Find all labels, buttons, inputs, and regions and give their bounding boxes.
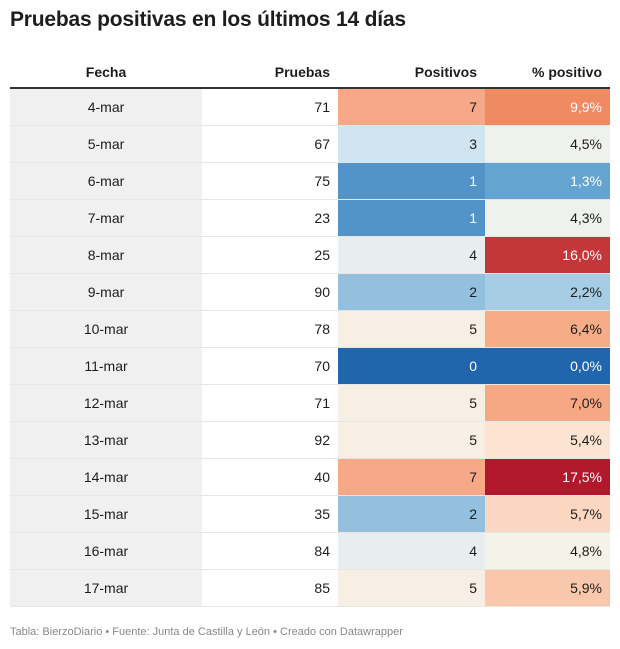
cell-pruebas: 85 bbox=[202, 569, 338, 607]
table-row: 10-mar 78 5 6,4% bbox=[10, 310, 610, 348]
cell-fecha: 16-mar bbox=[10, 532, 202, 570]
cell-fecha: 9-mar bbox=[10, 273, 202, 311]
table-row: 5-mar 67 3 4,5% bbox=[10, 125, 610, 163]
table-row: 7-mar 23 1 4,3% bbox=[10, 199, 610, 237]
table-row: 14-mar 40 7 17,5% bbox=[10, 458, 610, 496]
cell-pruebas: 70 bbox=[202, 347, 338, 385]
cell-pruebas: 67 bbox=[202, 125, 338, 163]
cell-pct-positivo: 5,7% bbox=[485, 495, 610, 533]
cell-pct-positivo: 2,2% bbox=[485, 273, 610, 311]
cell-fecha: 4-mar bbox=[10, 88, 202, 126]
table-row: 9-mar 90 2 2,2% bbox=[10, 273, 610, 311]
cell-pruebas: 71 bbox=[202, 384, 338, 422]
table-body: 4-mar 71 7 9,9% 5-mar 67 3 4,5% 6-mar 75 1 1,3% 7-ma… bbox=[10, 88, 610, 607]
cell-positivos: 4 bbox=[338, 236, 485, 274]
cell-positivos: 0 bbox=[338, 347, 485, 385]
chart-title: Pruebas positivas en los últimos 14 días bbox=[10, 8, 406, 31]
cell-pct-positivo: 4,3% bbox=[485, 199, 610, 237]
column-header-pct-positivo[interactable]: % positivo bbox=[485, 57, 610, 89]
cell-pruebas: 25 bbox=[202, 236, 338, 274]
cell-fecha: 17-mar bbox=[10, 569, 202, 607]
table-row: 8-mar 25 4 16,0% bbox=[10, 236, 610, 274]
column-header-positivos[interactable]: Positivos bbox=[338, 57, 485, 89]
cell-pct-positivo: 1,3% bbox=[485, 162, 610, 200]
column-header-pruebas[interactable]: Pruebas bbox=[202, 57, 338, 89]
table-row: 11-mar 70 0 0,0% bbox=[10, 347, 610, 385]
data-table: Fecha Pruebas Positivos % positivo 4-mar… bbox=[10, 57, 610, 607]
cell-pruebas: 23 bbox=[202, 199, 338, 237]
cell-positivos: 7 bbox=[338, 458, 485, 496]
table-row: 17-mar 85 5 5,9% bbox=[10, 569, 610, 607]
cell-pct-positivo: 4,5% bbox=[485, 125, 610, 163]
cell-fecha: 13-mar bbox=[10, 421, 202, 459]
cell-fecha: 11-mar bbox=[10, 347, 202, 385]
cell-pct-positivo: 7,0% bbox=[485, 384, 610, 422]
cell-pct-positivo: 16,0% bbox=[485, 236, 610, 274]
cell-positivos: 1 bbox=[338, 162, 485, 200]
table-row: 6-mar 75 1 1,3% bbox=[10, 162, 610, 200]
cell-pct-positivo: 5,9% bbox=[485, 569, 610, 607]
cell-fecha: 15-mar bbox=[10, 495, 202, 533]
cell-positivos: 7 bbox=[338, 88, 485, 126]
cell-fecha: 6-mar bbox=[10, 162, 202, 200]
table-row: 13-mar 92 5 5,4% bbox=[10, 421, 610, 459]
cell-pruebas: 84 bbox=[202, 532, 338, 570]
cell-pruebas: 35 bbox=[202, 495, 338, 533]
column-header-fecha[interactable]: Fecha bbox=[10, 57, 202, 89]
cell-pruebas: 92 bbox=[202, 421, 338, 459]
cell-positivos: 4 bbox=[338, 532, 485, 570]
header-row: Fecha Pruebas Positivos % positivo bbox=[10, 57, 610, 89]
cell-pct-positivo: 17,5% bbox=[485, 458, 610, 496]
cell-positivos: 1 bbox=[338, 199, 485, 237]
cell-fecha: 5-mar bbox=[10, 125, 202, 163]
cell-pruebas: 75 bbox=[202, 162, 338, 200]
cell-positivos: 5 bbox=[338, 421, 485, 459]
table-row: 4-mar 71 7 9,9% bbox=[10, 88, 610, 126]
cell-positivos: 5 bbox=[338, 569, 485, 607]
cell-pruebas: 90 bbox=[202, 273, 338, 311]
footer-credits: Tabla: BierzoDiario • Fuente: Junta de C… bbox=[10, 626, 403, 638]
cell-pct-positivo: 9,9% bbox=[485, 88, 610, 126]
cell-positivos: 2 bbox=[338, 273, 485, 311]
cell-pruebas: 71 bbox=[202, 88, 338, 126]
cell-positivos: 5 bbox=[338, 310, 485, 348]
cell-pct-positivo: 4,8% bbox=[485, 532, 610, 570]
cell-fecha: 10-mar bbox=[10, 310, 202, 348]
table-row: 16-mar 84 4 4,8% bbox=[10, 532, 610, 570]
cell-fecha: 7-mar bbox=[10, 199, 202, 237]
cell-fecha: 14-mar bbox=[10, 458, 202, 496]
cell-pruebas: 78 bbox=[202, 310, 338, 348]
table-row: 12-mar 71 5 7,0% bbox=[10, 384, 610, 422]
cell-pct-positivo: 0,0% bbox=[485, 347, 610, 385]
table-row: 15-mar 35 2 5,7% bbox=[10, 495, 610, 533]
cell-positivos: 3 bbox=[338, 125, 485, 163]
cell-fecha: 12-mar bbox=[10, 384, 202, 422]
cell-positivos: 2 bbox=[338, 495, 485, 533]
cell-fecha: 8-mar bbox=[10, 236, 202, 274]
cell-positivos: 5 bbox=[338, 384, 485, 422]
cell-pct-positivo: 6,4% bbox=[485, 310, 610, 348]
cell-pruebas: 40 bbox=[202, 458, 338, 496]
cell-pct-positivo: 5,4% bbox=[485, 421, 610, 459]
